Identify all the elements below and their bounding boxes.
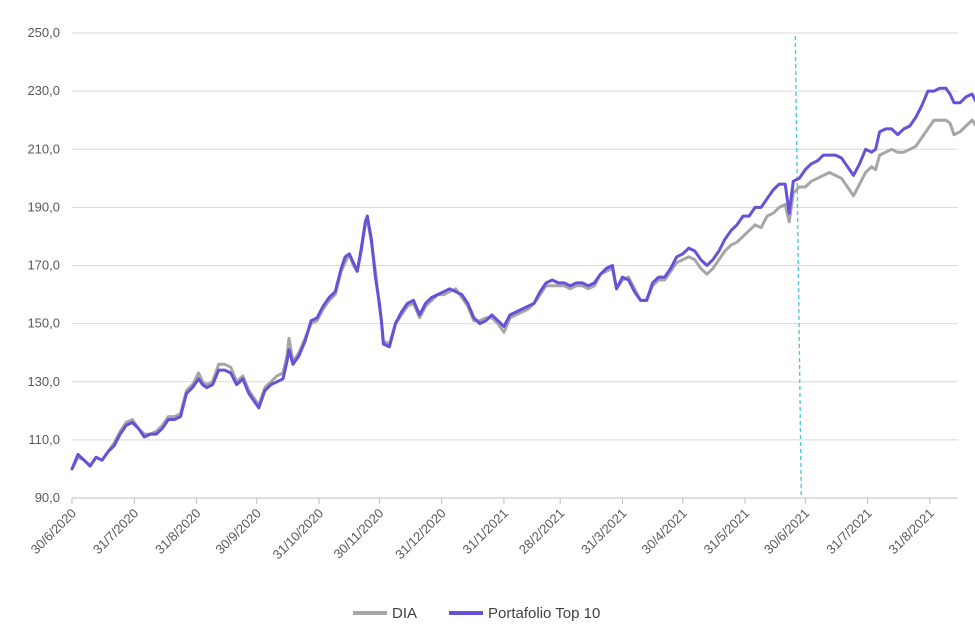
series-line-portafolio-top-10 [70, 86, 975, 471]
x-tick-label: 30/6/2020 [28, 506, 80, 558]
x-tick-label: 30/9/2020 [212, 506, 264, 558]
x-tick-label: 31/10/2020 [270, 506, 327, 563]
x-tick-label: 31/8/2020 [152, 506, 204, 558]
y-tick-label: 150,0 [27, 316, 60, 331]
x-tick-label: 31/3/2021 [578, 506, 630, 558]
y-tick-label: 210,0 [27, 141, 60, 156]
x-tick-label: 28/2/2021 [516, 506, 568, 558]
x-tick-label: 31/7/2021 [823, 506, 875, 558]
y-tick-label: 170,0 [27, 258, 60, 273]
y-axis-tick-labels: 90,0 110,0 130,0 150,0 170,0 190,0 210,0 230,0 2… [27, 25, 60, 505]
y-tick-label: 230,0 [27, 83, 60, 98]
x-tick-label: 31/1/2021 [460, 506, 512, 558]
y-tick-label: 110,0 [28, 432, 60, 447]
x-tick-label: 31/12/2020 [392, 506, 449, 563]
series-lines [70, 86, 975, 471]
vertical-dashed-line [794, 35, 802, 499]
gridlines [72, 32, 958, 499]
x-axis-tick-labels: 30/6/2020 31/7/2020 31/8/2020 30/9/2020 31/1… [28, 506, 937, 563]
y-tick-label: 190,0 [27, 199, 60, 214]
x-tick-label: 30/11/2020 [331, 506, 387, 562]
series-line-dia [70, 118, 975, 471]
x-tick-label: 31/7/2020 [90, 506, 142, 558]
legend: DIA Portafolio Top 10 [353, 605, 600, 622]
y-tick-label: 250,0 [27, 25, 60, 40]
x-tick-label: 31/8/2021 [885, 506, 937, 558]
x-tick-label: 31/5/2021 [701, 506, 753, 558]
legend-entry-portafolio-top-10: Portafolio Top 10 [488, 605, 600, 622]
x-axis [71, 497, 958, 504]
reference-line [794, 35, 802, 499]
y-tick-label: 90,0 [35, 490, 60, 505]
x-tick-label: 30/4/2021 [638, 506, 690, 558]
x-tick-label: 30/6/2021 [761, 506, 813, 558]
y-tick-label: 130,0 [27, 374, 60, 389]
legend-entry-dia: DIA [392, 605, 417, 622]
